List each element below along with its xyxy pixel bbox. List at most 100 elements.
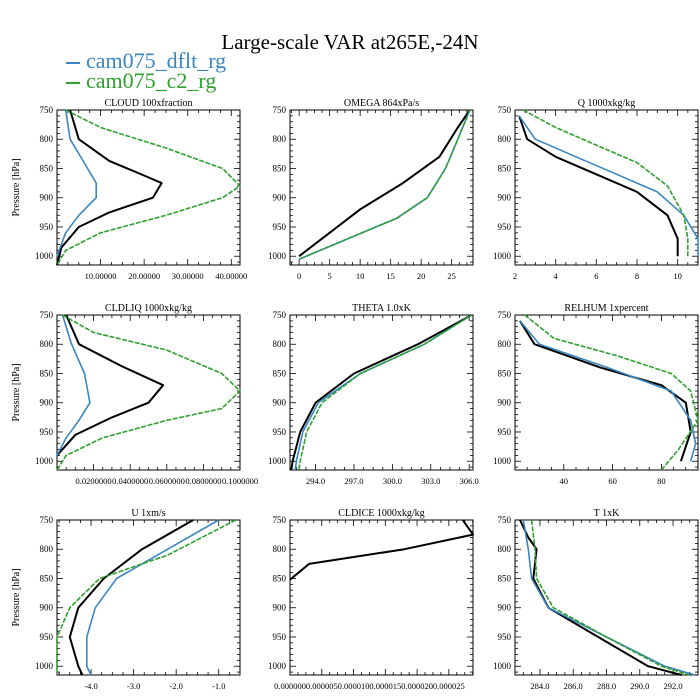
y-tick-label: 1000	[35, 661, 54, 671]
x-tick-label: 0.000020	[401, 681, 433, 691]
legend-entry-c2: cam075_c2_rg	[66, 70, 216, 92]
x-tick-label: 10	[356, 271, 365, 281]
series-line-green	[56, 519, 237, 675]
y-tick-label: 800	[273, 339, 287, 349]
y-tick-label: 750	[498, 105, 512, 115]
x-tick-label: 2	[513, 271, 517, 281]
plot-frame	[56, 519, 241, 676]
x-tick-label: 0.000015	[369, 681, 401, 691]
y-tick-label: 1000	[268, 456, 287, 466]
x-tick-label: 288.0	[597, 681, 616, 691]
y-tick-label: 800	[273, 544, 287, 554]
plot-frame	[514, 109, 699, 266]
y-tick-label: 1000	[35, 251, 54, 261]
y-tick-label: 900	[40, 603, 54, 613]
series-line-green	[56, 314, 241, 471]
panel-title: OMEGA 864xPa/s	[344, 98, 419, 109]
y-tick-label: 950	[40, 632, 54, 642]
series-line-blue	[86, 519, 220, 676]
series-line-black	[519, 320, 692, 462]
series-line-black	[290, 314, 473, 471]
x-tick-label: 0.000005	[306, 681, 338, 691]
panel-title: THETA 1.0xK	[352, 303, 411, 314]
panel-title: CLDLIQ 1000xkg/kg	[105, 303, 192, 314]
x-tick-label: 0.0800000	[185, 476, 221, 486]
y-axis-label: Pressure [hPa]	[11, 158, 22, 216]
series-line-blue	[519, 320, 697, 462]
x-tick-label: 0.000010	[338, 681, 370, 691]
y-tick-label: 950	[498, 632, 512, 642]
y-tick-label: 900	[273, 603, 287, 613]
y-tick-label: 900	[273, 398, 287, 408]
y-tick-label: 950	[273, 222, 287, 232]
y-tick-label: 1000	[268, 251, 287, 261]
x-tick-label: 4	[554, 271, 559, 281]
x-tick-label: 294.0	[306, 476, 325, 486]
x-tick-label: 6	[594, 271, 598, 281]
x-tick-label: -2.0	[169, 681, 182, 691]
x-tick-label: 0	[297, 271, 301, 281]
series-line-green	[298, 314, 473, 471]
y-tick-label: 800	[498, 544, 512, 554]
y-tick-label: 850	[498, 573, 512, 583]
y-tick-label: 750	[498, 310, 512, 320]
series-line-blue	[56, 314, 91, 456]
series-line-black	[289, 519, 474, 581]
y-tick-label: 1000	[268, 661, 287, 671]
y-tick-label: 950	[498, 222, 512, 232]
x-tick-label: 0.000025	[433, 681, 465, 691]
y-tick-label: 900	[40, 398, 54, 408]
series-line-blue	[518, 115, 699, 257]
y-tick-label: 750	[273, 105, 287, 115]
y-tick-label: 950	[498, 427, 512, 437]
x-tick-label: 290.0	[630, 681, 649, 691]
plot-frame	[56, 109, 241, 266]
y-tick-label: 900	[498, 398, 512, 408]
x-tick-label: 10	[673, 271, 682, 281]
y-tick-label: 800	[40, 134, 54, 144]
x-tick-label: 0.0200000	[76, 476, 112, 486]
series-line-green	[56, 109, 241, 266]
y-tick-label: 750	[40, 515, 54, 525]
series-line-green	[298, 109, 471, 260]
y-tick-label: 900	[498, 193, 512, 203]
plot-frame	[289, 519, 474, 676]
x-tick-label: 0.1000000	[222, 476, 258, 486]
x-tick-label: 286.0	[564, 681, 583, 691]
y-tick-label: 850	[40, 573, 54, 583]
y-tick-label: 750	[40, 310, 54, 320]
legend-label: cam075_dflt_rg	[86, 48, 227, 73]
legend-swatch-green	[66, 81, 80, 84]
legend-label: cam075_c2_rg	[86, 68, 217, 93]
y-tick-label: 1000	[493, 661, 512, 671]
plot-frame	[289, 314, 474, 471]
figure-title: Large-scale VAR at265E,-24N	[221, 30, 479, 54]
x-tick-label: 300.0	[383, 476, 402, 486]
x-tick-label: 8	[635, 271, 639, 281]
x-tick-label: 306.0	[460, 476, 479, 486]
y-tick-label: 750	[273, 515, 287, 525]
y-axis-label: Pressure [hPa]	[11, 363, 22, 421]
y-tick-label: 950	[40, 427, 54, 437]
x-tick-label: 10.00000	[85, 271, 117, 281]
x-tick-label: 0.0400000	[112, 476, 148, 486]
x-tick-label: -4.0	[84, 681, 97, 691]
y-tick-label: 800	[498, 339, 512, 349]
y-tick-label: 850	[498, 163, 512, 173]
x-tick-label: 60	[608, 476, 617, 486]
panel-title: CLDICE 1000xkg/kg	[338, 508, 424, 519]
x-tick-label: 40.00000	[215, 271, 247, 281]
y-tick-label: 800	[498, 134, 512, 144]
x-tick-label: 292.0	[663, 681, 682, 691]
series-line-green	[530, 519, 690, 676]
series-line-black	[56, 314, 165, 457]
y-tick-label: 950	[273, 427, 287, 437]
x-tick-label: 20	[417, 271, 426, 281]
panel-title: T 1xK	[594, 508, 620, 519]
x-tick-label: 0.000000	[274, 681, 306, 691]
series-line-black	[518, 115, 679, 257]
y-tick-label: 1000	[493, 456, 512, 466]
x-tick-label: 30.00000	[172, 271, 204, 281]
y-tick-label: 800	[40, 544, 54, 554]
